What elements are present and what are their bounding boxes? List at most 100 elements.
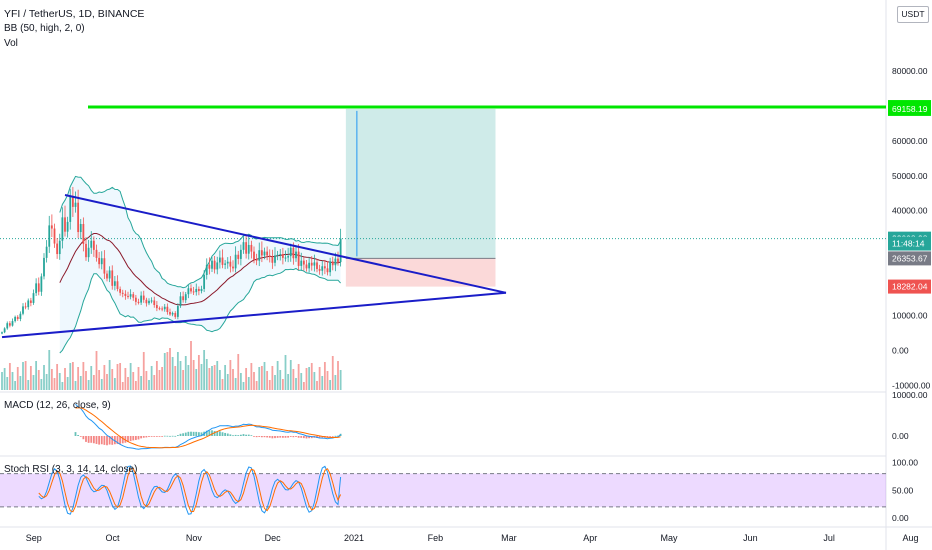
price-tick-label: 40000.00 bbox=[892, 206, 928, 216]
candle-body bbox=[323, 266, 326, 269]
candle-body bbox=[218, 257, 221, 263]
candle-body bbox=[229, 261, 232, 267]
candle-body bbox=[171, 313, 174, 315]
candle-body bbox=[200, 288, 203, 292]
candle-body bbox=[279, 254, 282, 256]
bb-indicator-label[interactable]: BB (50, high, 2, 0) bbox=[4, 23, 85, 34]
candle-body bbox=[310, 262, 313, 266]
candle-body bbox=[77, 202, 80, 233]
macd-histogram-bar bbox=[216, 431, 219, 436]
candle-body bbox=[163, 306, 166, 310]
candle-body bbox=[11, 321, 14, 326]
volume-bar bbox=[208, 368, 211, 390]
macd-histogram-bar bbox=[153, 436, 156, 437]
volume-bar bbox=[155, 361, 158, 390]
volume-bar bbox=[226, 374, 229, 390]
macd-histogram-bar bbox=[266, 436, 269, 438]
volume-bar bbox=[100, 379, 103, 390]
candle-body bbox=[90, 240, 93, 248]
macd-histogram-bar bbox=[274, 436, 276, 439]
time-tick-label: Oct bbox=[105, 533, 120, 543]
trendline bbox=[64, 194, 507, 294]
candle-body bbox=[158, 308, 161, 310]
volume-bar bbox=[268, 380, 271, 390]
candle-body bbox=[8, 323, 11, 326]
macd-histogram-bar bbox=[161, 436, 164, 437]
macd-histogram-bar bbox=[258, 436, 261, 437]
candle-body bbox=[266, 251, 269, 256]
candle-body bbox=[334, 258, 337, 266]
macd-histogram-bar bbox=[331, 436, 334, 437]
volume-bar bbox=[292, 369, 295, 390]
volume-bar bbox=[295, 378, 297, 390]
volume-bar bbox=[245, 368, 248, 390]
macd-histogram-bar bbox=[137, 436, 140, 440]
volume-bar bbox=[27, 380, 30, 390]
macd-histogram-bar bbox=[148, 436, 150, 437]
currency-label[interactable]: USDT bbox=[897, 6, 929, 23]
price-label-bg bbox=[888, 251, 931, 266]
candle-body bbox=[169, 312, 171, 315]
candle-body bbox=[119, 288, 122, 293]
volume-bar bbox=[221, 379, 224, 390]
bollinger-lower-band bbox=[59, 267, 341, 354]
macd-histogram-bar bbox=[166, 435, 169, 437]
macd-histogram-bar bbox=[142, 436, 145, 438]
macd-histogram-bar bbox=[289, 436, 292, 437]
candle-body bbox=[187, 288, 190, 295]
candle-body bbox=[85, 243, 87, 258]
time-tick-label: Dec bbox=[265, 533, 282, 543]
volume-bar bbox=[310, 363, 313, 390]
volume-bar bbox=[103, 365, 106, 390]
macd-histogram-bar bbox=[192, 431, 195, 436]
volume-bar bbox=[171, 357, 174, 390]
candle-body bbox=[300, 260, 303, 266]
volume-bar bbox=[260, 366, 263, 390]
macd-histogram-bar bbox=[318, 436, 321, 439]
price-label: 11:48:14 bbox=[888, 236, 931, 251]
volume-bar bbox=[43, 365, 45, 390]
candle-body bbox=[287, 256, 290, 258]
volume-bar bbox=[134, 381, 137, 390]
candle-body bbox=[6, 323, 9, 329]
macd-histogram-bar bbox=[113, 436, 116, 445]
candle-body bbox=[32, 293, 35, 303]
volume-bar bbox=[74, 381, 77, 390]
candle-body bbox=[61, 217, 64, 241]
macd-histogram-bar bbox=[287, 436, 290, 438]
candle-body bbox=[98, 257, 101, 265]
volume-bar bbox=[184, 356, 187, 390]
volume-bar bbox=[48, 350, 51, 390]
volume-bar bbox=[190, 341, 192, 390]
macd-histogram-bar bbox=[119, 436, 122, 444]
candle-body bbox=[153, 300, 156, 306]
volume-bar bbox=[161, 367, 164, 390]
price-tick-label: 0.00 bbox=[892, 345, 909, 355]
candle-body bbox=[100, 258, 103, 265]
candle-body bbox=[66, 221, 69, 232]
chart-title[interactable]: YFI / TetherUS, 1D, BINANCE bbox=[4, 8, 145, 20]
volume-bar bbox=[40, 379, 43, 390]
volume-bar bbox=[137, 367, 140, 390]
volume-bar bbox=[174, 366, 177, 390]
macd-indicator-label[interactable]: MACD (12, 26, close, 9) bbox=[4, 400, 111, 411]
candle-body bbox=[87, 247, 90, 258]
macd-histogram-bar bbox=[95, 436, 98, 444]
trendline bbox=[1, 291, 507, 339]
candle-body bbox=[116, 281, 119, 289]
time-tick-label: Apr bbox=[583, 533, 597, 543]
candle-body bbox=[174, 313, 177, 317]
volume-bar bbox=[232, 369, 234, 390]
volume-indicator-label[interactable]: Vol bbox=[4, 38, 18, 49]
stoch-tick-label: 0.00 bbox=[892, 513, 909, 523]
macd-histogram-bar bbox=[163, 435, 166, 437]
volume-bar bbox=[300, 373, 303, 390]
volume-bar bbox=[289, 360, 292, 390]
candle-body bbox=[111, 270, 114, 286]
stoch-rsi-indicator-label[interactable]: Stoch RSI (3, 3, 14, 14, close) bbox=[4, 464, 138, 475]
macd-histogram-bar bbox=[239, 434, 242, 436]
candle-body bbox=[192, 291, 195, 293]
volume-bar bbox=[203, 350, 206, 390]
volume-bar bbox=[148, 380, 150, 390]
